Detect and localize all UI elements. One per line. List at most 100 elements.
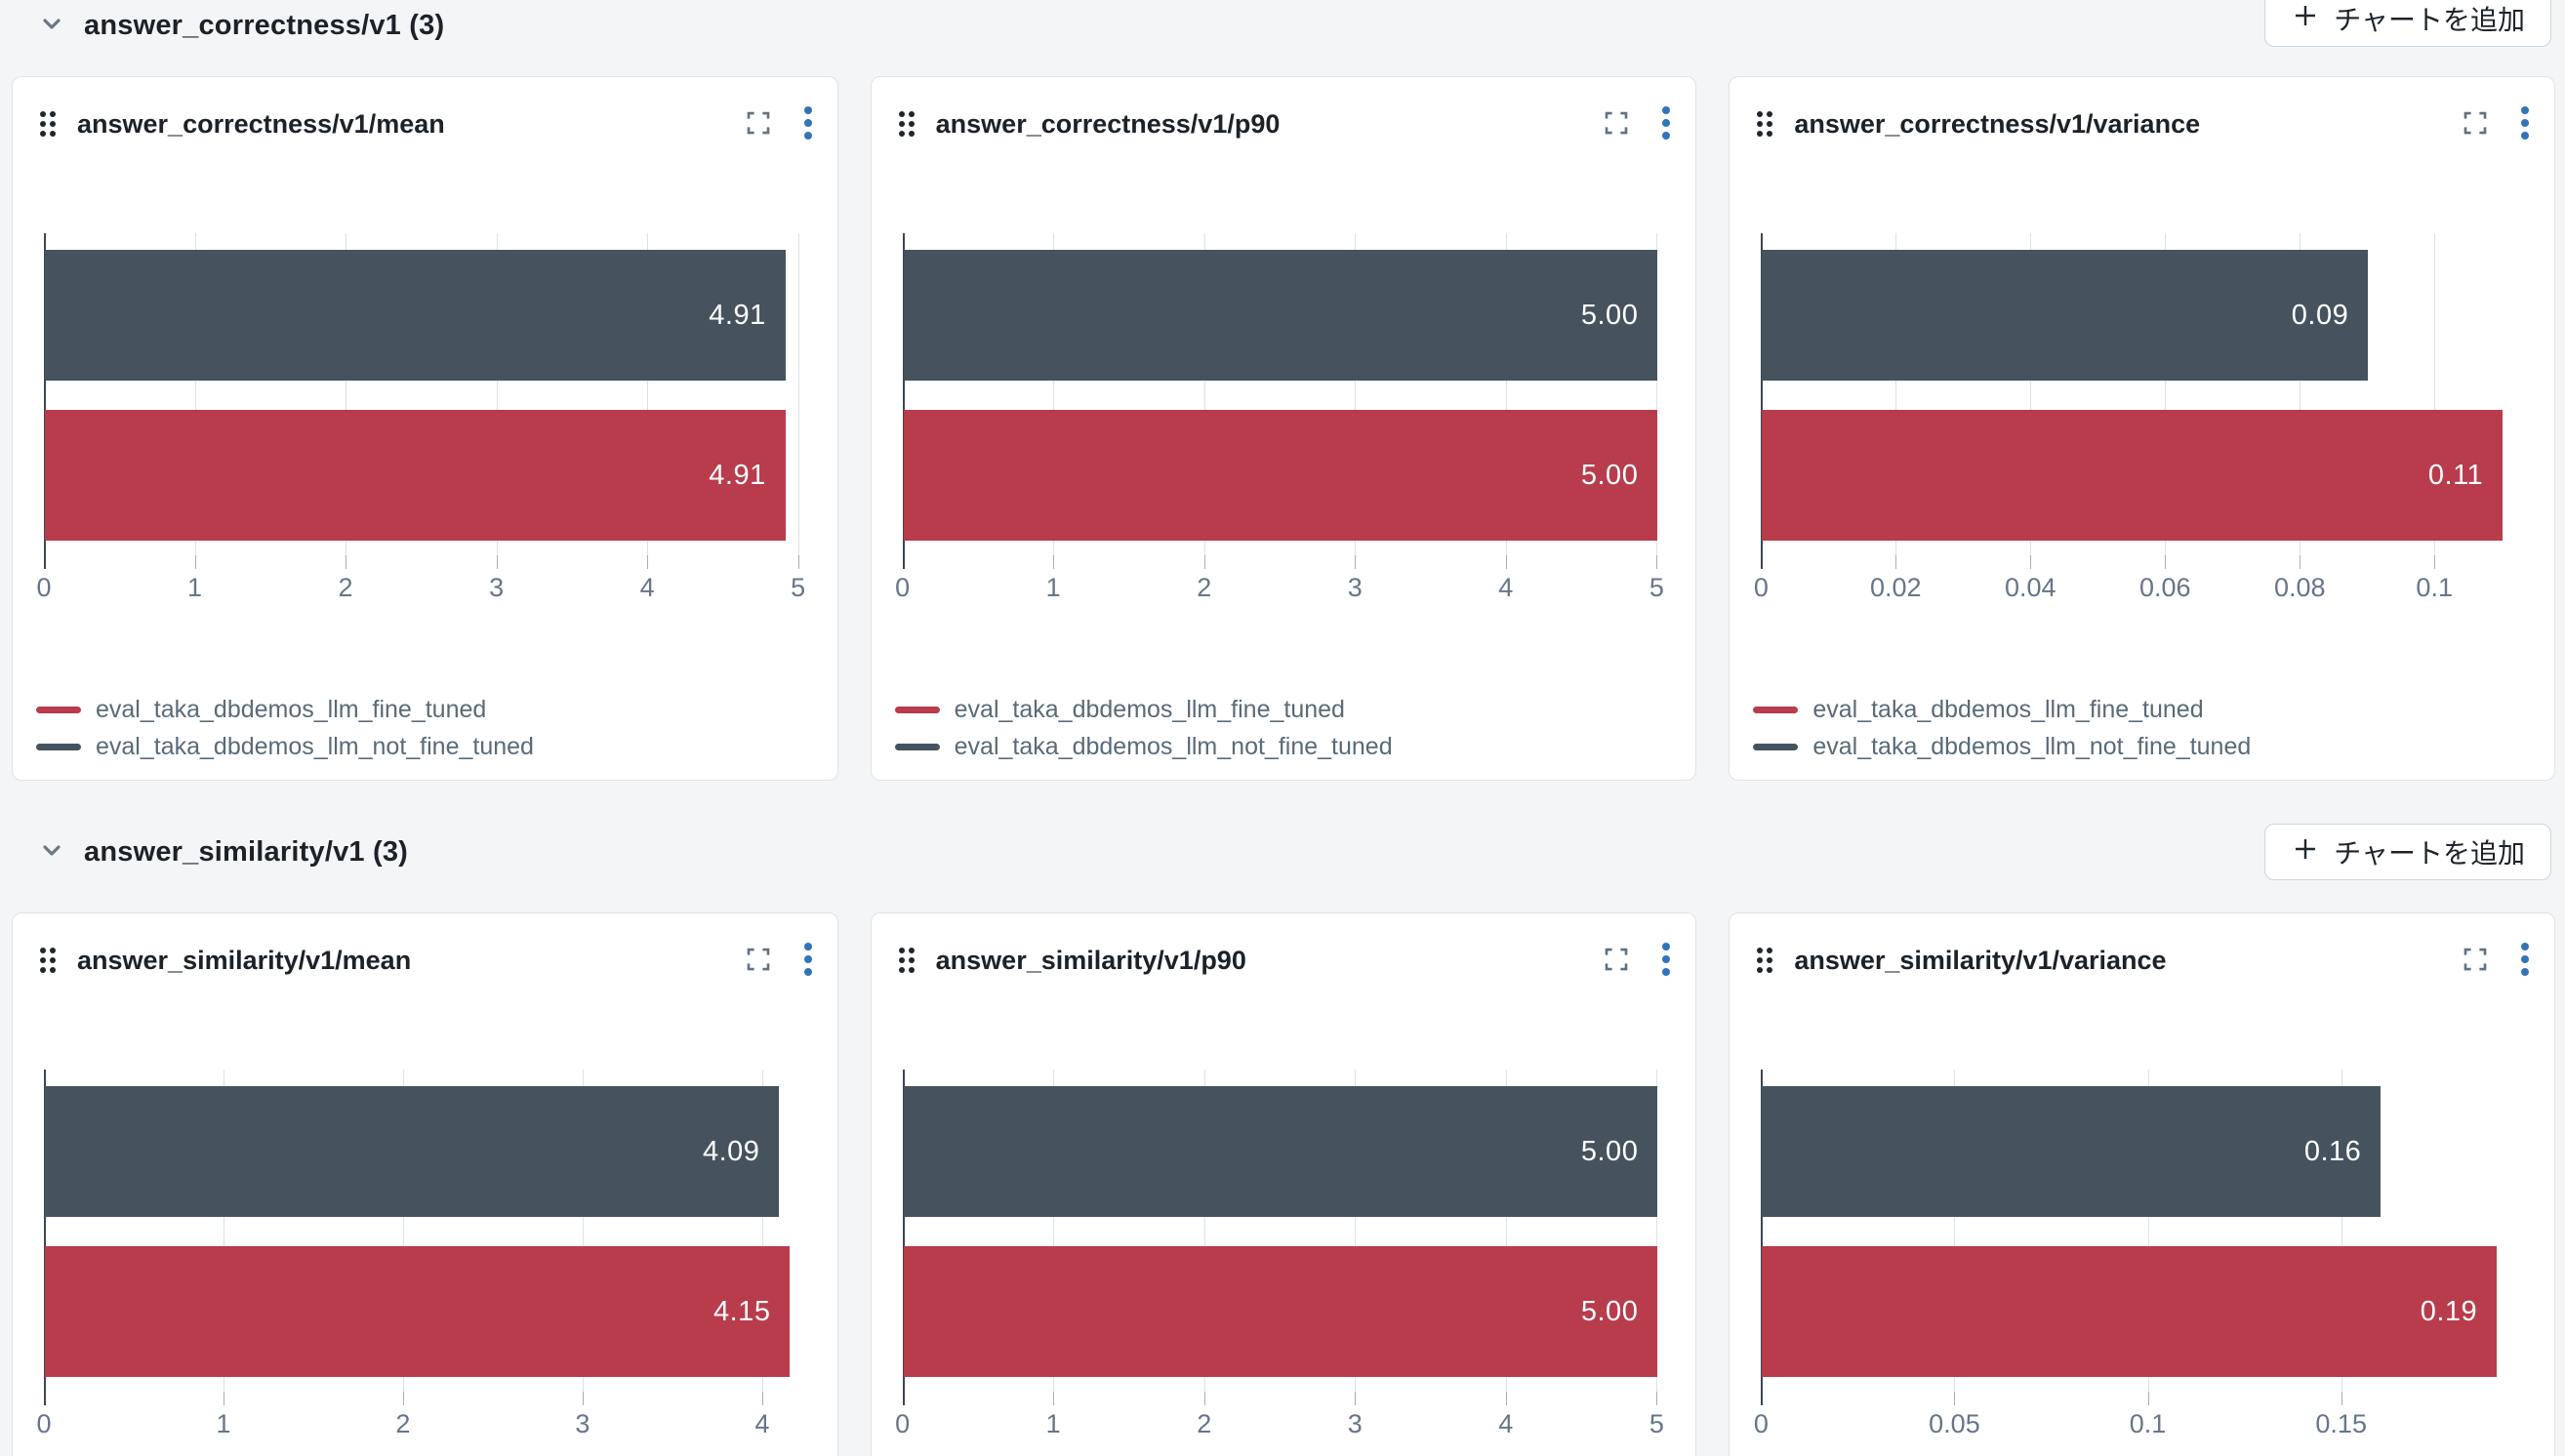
add-chart-button[interactable]: チャートを追加: [2264, 0, 2551, 47]
expand-button[interactable]: [1600, 943, 1633, 979]
expand-button[interactable]: [742, 106, 775, 142]
gridline: [1053, 1070, 1055, 1392]
x-tick-label: 1: [187, 573, 203, 602]
chart-plot: 0.09 0.11: [1761, 233, 2515, 569]
legend-swatch: [1753, 707, 1799, 713]
expand-button[interactable]: [742, 943, 775, 979]
gridline: [2165, 233, 2167, 555]
x-tick-mark: [761, 1392, 763, 1405]
gridline: [1895, 233, 1897, 555]
bar-value-label: 5.00: [1580, 1135, 1639, 1167]
plus-icon: [2291, 1, 2320, 37]
x-tick-mark: [1355, 555, 1357, 569]
x-tick-mark: [1053, 555, 1055, 569]
chevron-down-icon: [37, 836, 66, 869]
chart-plot: 5.00 5.00: [902, 233, 1658, 569]
y-axis-line: [44, 1070, 46, 1405]
bar-eval_taka_dbdemos_llm_fine_tuned: 5.00: [903, 1246, 1658, 1377]
drag-handle-icon[interactable]: [34, 106, 61, 142]
x-tick-label: 5: [1649, 573, 1664, 602]
gridline: [1656, 233, 1658, 555]
kebab-menu-icon: [1660, 104, 1672, 144]
drag-handle-icon[interactable]: [893, 106, 920, 142]
legend-swatch: [894, 707, 940, 713]
kebab-menu-button[interactable]: [1658, 102, 1674, 146]
legend-label: eval_taka_dbdemos_llm_fine_tuned: [1812, 696, 2204, 723]
legend-item[interactable]: eval_taka_dbdemos_llm_not_fine_tuned: [894, 733, 1675, 761]
x-tick-label: 2: [395, 1409, 411, 1438]
bar-eval_taka_dbdemos_llm_not_fine_tuned: 5.00: [903, 250, 1658, 381]
chart-title: answer_correctness/v1/p90: [935, 108, 1281, 139]
x-tick-label: 3: [575, 1409, 590, 1438]
expand-button[interactable]: [1600, 106, 1633, 142]
bar-eval_taka_dbdemos_llm_fine_tuned: 5.00: [903, 410, 1658, 541]
bar-value-label: 5.00: [1580, 459, 1639, 491]
x-tick-label: 4: [1498, 573, 1514, 602]
x-tick-label: 0.06: [2138, 573, 2191, 602]
drag-handle-icon[interactable]: [1751, 943, 1778, 978]
x-tick-label: 1: [1045, 1409, 1061, 1438]
gridline: [2341, 1070, 2342, 1392]
drag-handle-icon[interactable]: [893, 943, 920, 978]
kebab-menu-button[interactable]: [2517, 939, 2533, 983]
bar-value-label: 5.00: [1580, 1295, 1639, 1327]
x-tick-label: 1: [1045, 573, 1061, 602]
kebab-menu-icon: [802, 941, 814, 981]
x-tick-label: 3: [1347, 573, 1363, 602]
gridline: [402, 1070, 404, 1392]
x-axis: 0 1 2 3 4: [36, 1392, 798, 1442]
legend-item[interactable]: eval_taka_dbdemos_llm_fine_tuned: [36, 696, 816, 724]
expand-icon: [744, 108, 773, 141]
legend-item[interactable]: eval_taka_dbdemos_llm_not_fine_tuned: [36, 733, 816, 761]
gridline: [2434, 233, 2436, 555]
gridline: [1053, 233, 1055, 555]
y-axis-line: [1761, 233, 1764, 569]
x-axis: 0 1 2 3 4 5: [895, 555, 1664, 606]
x-tick-mark: [2165, 555, 2167, 569]
drag-handle-icon[interactable]: [1751, 106, 1778, 142]
kebab-menu-button[interactable]: [800, 939, 816, 983]
gridline: [1505, 233, 1507, 555]
expand-button[interactable]: [2459, 943, 2492, 979]
section-collapse-button[interactable]: [37, 10, 66, 42]
expand-icon: [1602, 108, 1631, 141]
x-tick-mark: [1954, 1392, 1956, 1405]
add-chart-button-label: チャートを追加: [2334, 5, 2525, 35]
bar-eval_taka_dbdemos_llm_fine_tuned: 4.15: [45, 1246, 791, 1377]
bar-eval_taka_dbdemos_llm_fine_tuned: 0.19: [1762, 1246, 2498, 1377]
kebab-menu-button[interactable]: [800, 102, 816, 146]
x-axis: 0 0.05 0.1 0.15: [1754, 1392, 2515, 1442]
kebab-menu-button[interactable]: [1658, 939, 1674, 983]
bar-value-label: 0.09: [2291, 299, 2349, 331]
legend-swatch: [1753, 744, 1799, 750]
bar-value-label: 0.11: [2427, 459, 2484, 491]
section-collapse-button[interactable]: [37, 836, 66, 869]
legend: eval_taka_dbdemos_llm_fine_tuned eval_tak…: [1753, 696, 2533, 761]
section-header-answer-similarity: answer_similarity/v1 (3) チャートを追加: [12, 818, 2555, 886]
bar-value-label: 4.91: [709, 459, 766, 491]
kebab-menu-button[interactable]: [2517, 102, 2533, 146]
charts-row-answer-similarity: answer_similarity/v1/mean: [12, 912, 2555, 1456]
x-tick-label: 2: [1197, 1409, 1212, 1438]
legend-item[interactable]: eval_taka_dbdemos_llm_fine_tuned: [1753, 696, 2533, 724]
chart-title: answer_similarity/v1/p90: [935, 945, 1246, 975]
chart-plot: 4.91 4.91: [44, 233, 799, 569]
chevron-down-icon: [37, 10, 66, 42]
legend-item[interactable]: eval_taka_dbdemos_llm_not_fine_tuned: [1753, 733, 2533, 761]
gridline: [647, 233, 649, 555]
y-axis-line: [902, 233, 905, 569]
x-tick-label: 0: [36, 573, 52, 602]
x-tick-mark: [1203, 1392, 1205, 1405]
x-axis: 0 0.02 0.04 0.06 0.08 0.1: [1754, 555, 2515, 606]
legend: eval_taka_dbdemos_llm_fine_tuned eval_tak…: [36, 696, 816, 761]
drag-handle-icon[interactable]: [34, 943, 61, 978]
x-tick-label: 0.15: [2315, 1409, 2367, 1438]
legend-item[interactable]: eval_taka_dbdemos_llm_fine_tuned: [894, 696, 1675, 724]
gridline: [496, 233, 498, 555]
add-chart-button[interactable]: チャートを追加: [2264, 824, 2551, 880]
chart-card: answer_correctness/v1/mean: [12, 76, 838, 781]
section-title: answer_similarity/v1 (3): [84, 835, 409, 868]
expand-button[interactable]: [2459, 106, 2492, 142]
kebab-menu-icon: [2519, 104, 2531, 144]
